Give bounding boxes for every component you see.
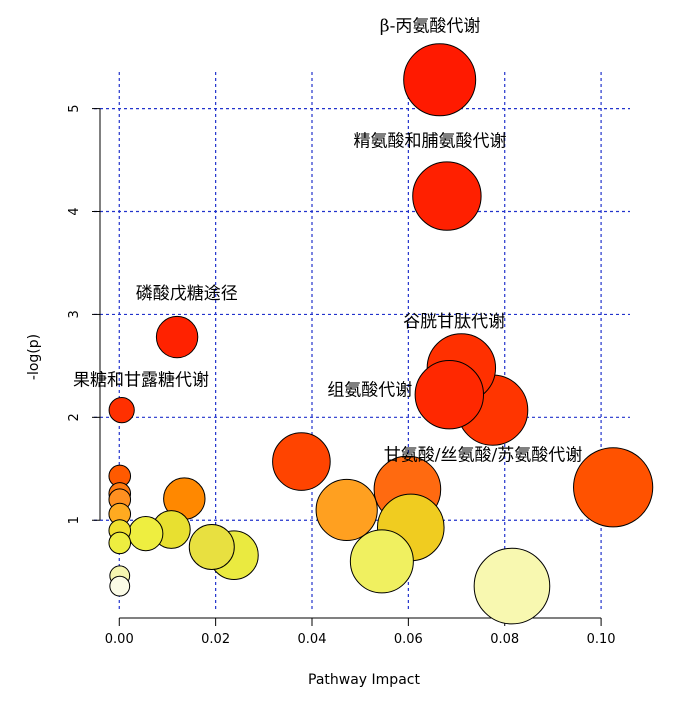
annotation-2: 磷酸戊糖途径 [136,284,238,304]
x-tick-label-0: 0.00 [105,632,134,647]
data-point-5 [414,359,485,430]
x-axis-title: Pathway Impact [308,672,420,688]
data-point-7 [272,432,331,491]
data-point-10 [315,478,378,542]
data-point-0 [403,43,477,117]
axes: 1 2 3 4 5 0.00 0.02 0.04 0.06 0.08 0.10 [67,104,616,647]
data-point-9 [573,447,654,528]
x-tick-label-1: 0.02 [201,632,230,647]
x-tick-label-3: 0.06 [394,632,423,647]
data-point-2 [155,315,199,359]
grid-lines [94,72,630,612]
annotation-0: β-丙氨酸代谢 [380,16,481,36]
data-point-1 [412,161,482,231]
data-points [108,43,654,625]
annotation-6: 甘氨酸/丝氨酸/苏氨酸代谢 [384,446,582,466]
y-tick-label-2: 3 [67,310,82,318]
data-point-12 [349,529,414,594]
y-tick-label-0: 1 [67,516,82,524]
data-point-16 [128,516,164,552]
y-tick-label-4: 5 [67,104,82,112]
data-point-17 [188,523,235,570]
x-tick-label-2: 0.04 [298,632,327,647]
annotation-4: 谷胱甘肽代谢 [403,312,505,332]
x-tick-label-4: 0.08 [490,632,519,647]
y-tick-label-1: 2 [67,413,82,421]
y-axis-title: -log(p) [26,334,42,380]
data-point-26 [109,575,131,597]
data-point-13 [473,547,551,625]
y-tick-label-3: 4 [67,207,82,215]
annotation-1: 精氨酸和脯氨酸代谢 [354,132,507,152]
annotation-5: 组氨酸代谢 [327,381,412,401]
data-point-3 [108,397,135,424]
annotation-3: 果糖和甘露糖代谢 [73,370,209,390]
data-point-24 [108,531,132,555]
x-tick-label-5: 0.10 [587,632,616,647]
